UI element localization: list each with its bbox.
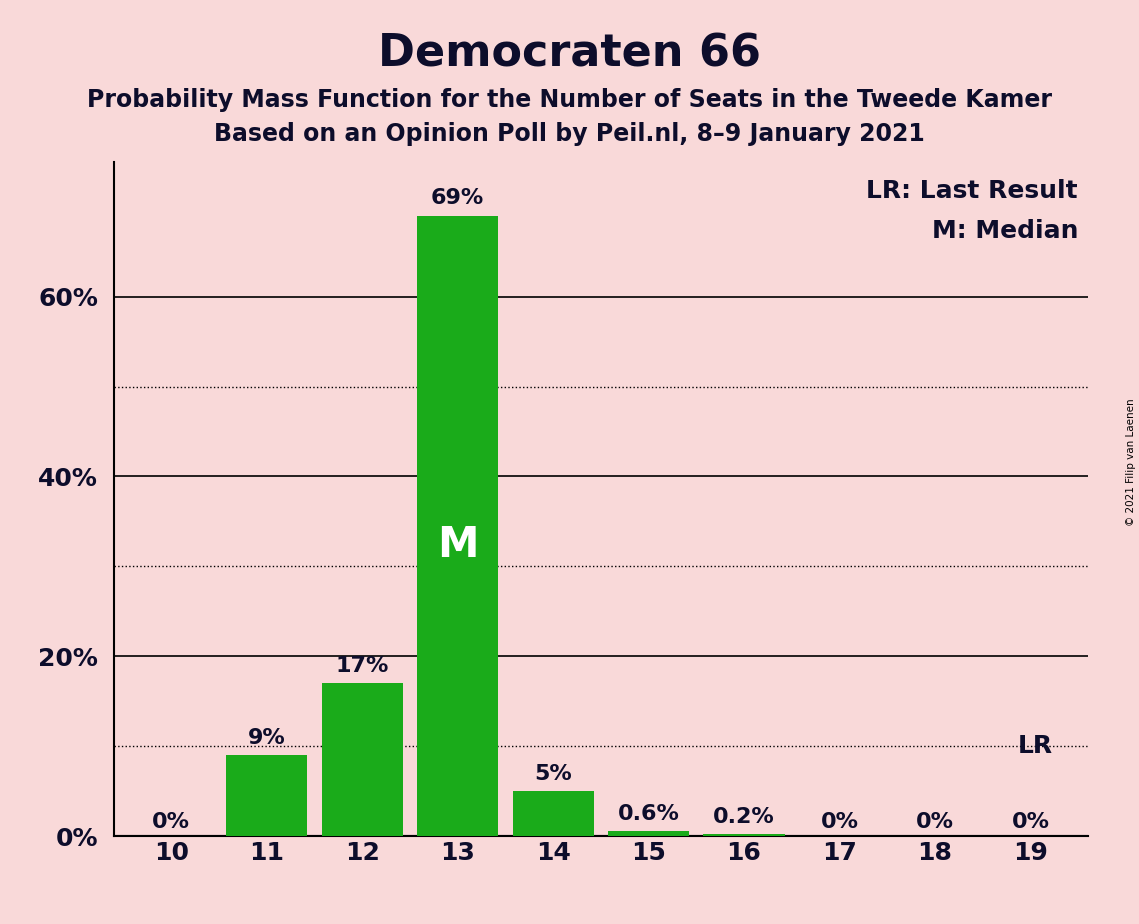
Text: 0%: 0% (916, 811, 954, 832)
Text: 5%: 5% (534, 764, 572, 784)
Bar (321, 684, 403, 836)
Text: 0.2%: 0.2% (713, 808, 775, 827)
Text: LR: LR (1017, 735, 1052, 759)
Bar (608, 831, 689, 836)
Text: 9%: 9% (248, 728, 286, 748)
Text: LR: Last Result: LR: Last Result (867, 178, 1077, 202)
Text: 0%: 0% (820, 811, 859, 832)
Text: Democraten 66: Democraten 66 (378, 32, 761, 76)
Text: © 2021 Filip van Laenen: © 2021 Filip van Laenen (1126, 398, 1136, 526)
Text: 0%: 0% (153, 811, 190, 832)
Text: 0%: 0% (1011, 811, 1049, 832)
Text: Probability Mass Function for the Number of Seats in the Tweede Kamer: Probability Mass Function for the Number… (87, 88, 1052, 112)
Bar (417, 215, 498, 836)
Text: M: Median: M: Median (932, 219, 1077, 243)
Bar (513, 791, 593, 836)
Text: Based on an Opinion Poll by Peil.nl, 8–9 January 2021: Based on an Opinion Poll by Peil.nl, 8–9… (214, 122, 925, 146)
Text: M: M (437, 524, 478, 565)
Text: 69%: 69% (431, 188, 484, 209)
Bar (704, 834, 785, 836)
Text: 17%: 17% (336, 656, 388, 676)
Text: 0.6%: 0.6% (617, 804, 680, 823)
Bar (226, 755, 308, 836)
